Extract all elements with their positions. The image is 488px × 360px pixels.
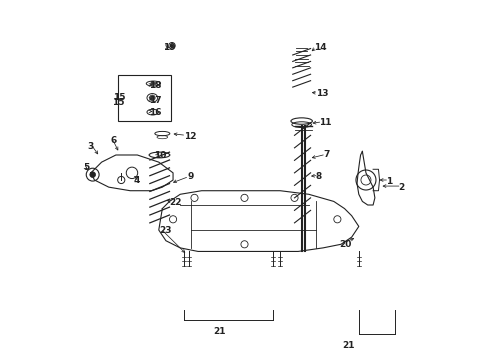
Text: 16: 16 [149, 108, 162, 117]
Circle shape [170, 44, 173, 47]
Circle shape [90, 172, 95, 177]
Text: 15: 15 [113, 93, 125, 102]
Bar [118, 75, 171, 121]
Circle shape [149, 95, 155, 101]
Text: 3: 3 [87, 141, 93, 150]
Text: 15: 15 [112, 98, 124, 107]
Text: 22: 22 [168, 198, 181, 207]
Text: 19: 19 [163, 43, 176, 52]
Text: 7: 7 [323, 150, 329, 159]
Text: 21: 21 [213, 327, 225, 336]
Text: 4: 4 [134, 176, 140, 185]
Ellipse shape [150, 82, 156, 85]
Text: 10: 10 [154, 151, 166, 160]
Text: 23: 23 [159, 225, 172, 234]
Text: 8: 8 [315, 172, 322, 181]
Text: 18: 18 [149, 81, 162, 90]
Text: 20: 20 [339, 240, 351, 249]
Text: 1: 1 [385, 177, 391, 186]
Text: 2: 2 [397, 183, 404, 192]
Text: 12: 12 [183, 132, 196, 141]
Text: 17: 17 [149, 96, 162, 105]
Text: 21: 21 [341, 341, 354, 350]
Text: 14: 14 [313, 43, 326, 52]
Text: 6: 6 [110, 136, 117, 145]
Text: 9: 9 [187, 172, 193, 181]
Text: 13: 13 [315, 89, 328, 98]
Text: 11: 11 [319, 118, 331, 127]
Text: 5: 5 [83, 163, 89, 172]
